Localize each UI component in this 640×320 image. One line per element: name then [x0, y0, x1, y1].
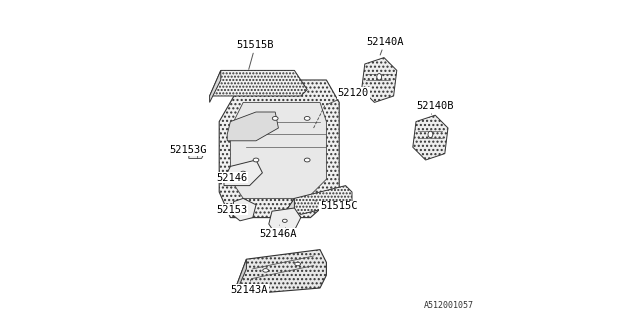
Polygon shape: [232, 198, 256, 221]
Polygon shape: [269, 208, 301, 234]
Polygon shape: [224, 160, 262, 186]
Polygon shape: [362, 58, 397, 102]
Ellipse shape: [428, 131, 433, 138]
Ellipse shape: [273, 116, 278, 120]
Text: 52153: 52153: [216, 204, 247, 215]
Text: 52140B: 52140B: [416, 100, 454, 114]
Polygon shape: [288, 186, 352, 214]
Ellipse shape: [241, 208, 246, 211]
Ellipse shape: [305, 116, 310, 120]
Polygon shape: [210, 70, 307, 96]
Polygon shape: [227, 112, 278, 141]
Text: 52146A: 52146A: [259, 225, 297, 239]
Ellipse shape: [305, 158, 310, 162]
Polygon shape: [230, 102, 326, 198]
Polygon shape: [413, 115, 448, 160]
Text: 52120: 52120: [327, 88, 369, 104]
Polygon shape: [237, 259, 246, 291]
Polygon shape: [288, 198, 294, 214]
Text: 52140A: 52140A: [366, 36, 404, 55]
Polygon shape: [237, 250, 326, 294]
Text: A512001057: A512001057: [424, 301, 474, 310]
Ellipse shape: [295, 262, 301, 266]
Text: 52153G: 52153G: [170, 145, 207, 156]
Ellipse shape: [377, 74, 381, 80]
Polygon shape: [210, 70, 221, 102]
Ellipse shape: [241, 171, 246, 174]
Ellipse shape: [263, 269, 269, 272]
Ellipse shape: [282, 219, 287, 222]
Text: 52146: 52146: [216, 172, 247, 183]
Ellipse shape: [253, 158, 259, 162]
Polygon shape: [219, 80, 339, 218]
Polygon shape: [189, 146, 205, 158]
Text: 52143A: 52143A: [230, 280, 268, 295]
Text: 51515C: 51515C: [315, 201, 358, 212]
Text: 51515B: 51515B: [237, 40, 275, 69]
